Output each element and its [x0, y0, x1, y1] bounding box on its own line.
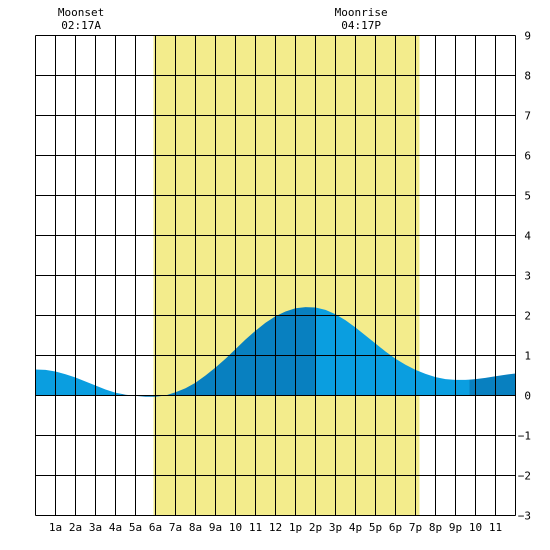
x-tick-label: 8p	[429, 521, 442, 534]
y-tick-label: 7	[524, 110, 531, 123]
x-tick-label: 4p	[349, 521, 362, 534]
moonrise-label: Moonrise	[335, 6, 388, 19]
tide-area-segment-5	[469, 373, 516, 396]
x-tick-label: 7a	[169, 521, 182, 534]
y-tick-label: 4	[524, 230, 531, 243]
x-tick-label: 4a	[109, 521, 122, 534]
x-tick-label: 2p	[309, 521, 322, 534]
x-tick-label: 11	[249, 521, 262, 534]
moonset-label: Moonset	[58, 6, 104, 19]
x-tick-label: 9p	[449, 521, 462, 534]
x-tick-label: 1a	[49, 521, 62, 534]
x-tick-label: 3p	[329, 521, 342, 534]
y-tick-label: 2	[524, 310, 531, 323]
y-tick-label: −1	[518, 430, 531, 443]
y-tick-label: −2	[518, 470, 531, 483]
x-tick-label: 2a	[69, 521, 82, 534]
x-tick-label: 9a	[209, 521, 222, 534]
y-tick-label: 8	[524, 70, 531, 83]
y-tick-label: 9	[524, 30, 531, 43]
tide-area-segment-4	[315, 307, 470, 396]
y-tick-label: 5	[524, 190, 531, 203]
moonset-time: 02:17A	[61, 19, 101, 32]
y-tick-label: −3	[518, 510, 531, 523]
x-tick-label: 12	[269, 521, 282, 534]
x-tick-label: 10	[469, 521, 482, 534]
x-tick-label: 5a	[129, 521, 142, 534]
x-tick-label: 6a	[149, 521, 162, 534]
x-tick-label: 6p	[389, 521, 402, 534]
x-tick-label: 3a	[89, 521, 102, 534]
tide-area-segment-1	[35, 369, 122, 396]
moonrise-time: 04:17P	[341, 19, 381, 32]
y-tick-label: 1	[524, 350, 531, 363]
x-tick-label: 10	[229, 521, 242, 534]
y-tick-label: 6	[524, 150, 531, 163]
y-tick-label: 0	[524, 390, 531, 403]
x-tick-label: 7p	[409, 521, 422, 534]
x-tick-label: 11	[489, 521, 502, 534]
x-tick-label: 5p	[369, 521, 382, 534]
y-tick-label: 3	[524, 270, 531, 283]
x-tick-label: 8a	[189, 521, 202, 534]
x-tick-label: 1p	[289, 521, 302, 534]
